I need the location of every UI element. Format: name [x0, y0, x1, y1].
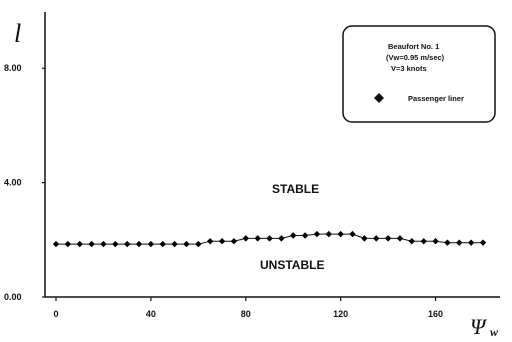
data-point — [373, 235, 380, 242]
data-point — [52, 240, 60, 248]
x-tick-label: 0 — [53, 309, 58, 319]
data-point — [278, 235, 285, 242]
legend-title: Beaufort No. 1 — [388, 42, 439, 51]
x-tick-label: 160 — [428, 309, 443, 319]
data-point — [206, 238, 214, 245]
data-point — [171, 240, 178, 248]
y-tick-label: 4.00 — [4, 178, 22, 188]
legend-box — [342, 25, 496, 123]
data-point — [100, 240, 107, 248]
stable-region-label: STABLE — [272, 182, 319, 196]
data-point — [183, 240, 190, 248]
data-point — [396, 235, 404, 242]
data-point — [420, 238, 427, 245]
x-ticks: 0 40 80 120 160 — [53, 297, 443, 319]
data-point — [361, 235, 368, 242]
x-tick-label: 80 — [241, 309, 251, 319]
legend-diamond-marker-icon — [374, 93, 384, 103]
data-point — [123, 240, 131, 248]
data-point — [88, 240, 95, 248]
legend-wind-speed: (Vw=0.95 m/sec) — [386, 53, 445, 62]
x-tick-label: 40 — [146, 309, 156, 319]
data-point — [313, 230, 321, 238]
data-point — [147, 240, 155, 248]
data-point — [254, 235, 261, 242]
x-tick-label: 120 — [333, 309, 348, 319]
data-point — [337, 230, 344, 238]
legend: Beaufort No. 1 (Vw=0.95 m/sec) V=3 knots… — [342, 25, 496, 123]
x-axis-label: Ψ — [470, 314, 488, 339]
unstable-region-label: UNSTABLE — [260, 258, 324, 272]
data-point — [325, 230, 333, 238]
data-point — [444, 239, 451, 246]
series-points — [52, 230, 487, 248]
y-tick-label: 8.00 — [4, 63, 22, 73]
y-axis-label: l — [14, 19, 21, 48]
data-point — [467, 239, 475, 246]
data-point — [349, 230, 356, 238]
data-point — [230, 238, 238, 245]
data-point — [64, 240, 72, 248]
data-point — [218, 238, 226, 245]
data-point — [301, 232, 309, 239]
data-point — [195, 240, 202, 248]
legend-series-label: Passenger liner — [408, 94, 464, 103]
x-axis-label-subscript: w — [490, 325, 499, 339]
legend-ship-speed: V=3 knots — [391, 64, 427, 73]
data-point — [479, 239, 487, 246]
data-point — [135, 240, 143, 248]
data-point — [159, 240, 166, 248]
data-point — [112, 240, 119, 248]
y-tick-label: 0.00 — [4, 292, 22, 302]
data-point — [408, 238, 416, 245]
y-ticks: 0.00 4.00 8.00 — [4, 63, 45, 302]
data-point — [290, 232, 297, 239]
data-point — [76, 240, 83, 248]
data-point — [242, 235, 249, 242]
data-point — [456, 239, 463, 246]
data-point — [432, 238, 439, 245]
data-point — [266, 235, 273, 242]
data-point — [384, 235, 392, 242]
